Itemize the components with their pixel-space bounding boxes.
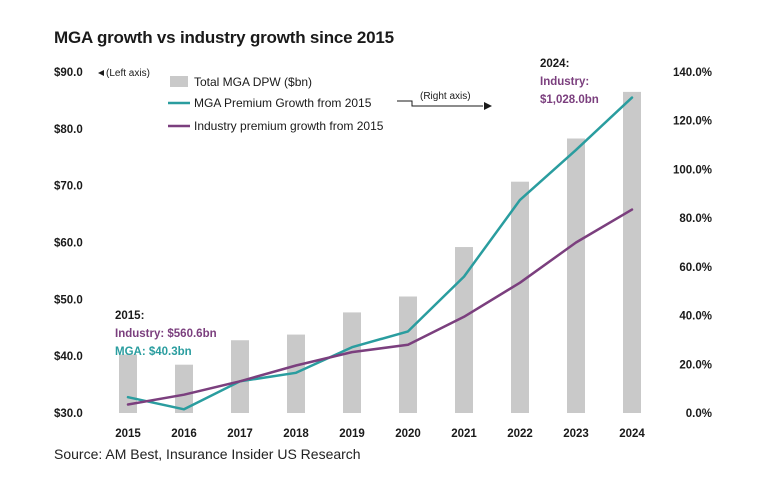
left-axis-note: (Left axis): [106, 68, 150, 79]
annotation-2015-industry: Industry: $560.6bn: [115, 328, 217, 340]
source-note: Source: AM Best, Insurance Insider US Re…: [54, 446, 361, 462]
left-tick-label: $60.0: [54, 238, 83, 250]
x-tick-label: 2021: [451, 428, 477, 440]
x-tick-label: 2016: [171, 428, 197, 440]
x-tick-label: 2018: [283, 428, 309, 440]
bar-2021: [455, 247, 473, 413]
left-tick-label: $70.0: [54, 181, 83, 193]
bar-2019: [343, 312, 361, 413]
right-tick-label: 100.0%: [673, 164, 712, 176]
right-axis-arrow-icon: [484, 102, 492, 110]
right-tick-label: 0.0%: [686, 408, 712, 420]
right-tick-label: 140.0%: [673, 67, 712, 79]
x-tick-label: 2022: [507, 428, 533, 440]
right-tick-label: 60.0%: [679, 262, 712, 274]
bar-2020: [399, 296, 417, 413]
x-tick-label: 2023: [563, 428, 589, 440]
left-tick-label: $50.0: [54, 294, 83, 306]
x-tick-label: 2019: [339, 428, 365, 440]
left-tick-label: $90.0: [54, 67, 83, 79]
left-tick-label: $30.0: [54, 408, 83, 420]
annotation-2015-year: 2015:: [115, 310, 144, 322]
bar-2016: [175, 364, 193, 413]
x-tick-label: 2015: [115, 428, 141, 440]
legend-label-industry: Industry premium growth from 2015: [194, 119, 384, 133]
x-tick-label: 2024: [619, 428, 645, 440]
right-tick-label: 40.0%: [679, 311, 712, 323]
right-tick-label: 120.0%: [673, 116, 712, 128]
bar-2022: [511, 181, 529, 413]
right-axis-note: (Right axis): [420, 91, 471, 102]
line-industry-growth: [126, 208, 634, 406]
right-tick-label: 80.0%: [679, 213, 712, 225]
x-tick-label: 2017: [227, 428, 253, 440]
legend-label-bars: Total MGA DPW ($bn): [194, 75, 312, 89]
annotation-2024-year: 2024:: [540, 58, 569, 70]
x-tick-label: 2020: [395, 428, 421, 440]
left-tick-label: $80.0: [54, 124, 83, 136]
right-axis-connector: [397, 100, 483, 107]
bar-2017: [231, 340, 249, 413]
right-tick-label: 20.0%: [679, 359, 712, 371]
line-mga-growth: [126, 96, 634, 411]
left-tick-label: $40.0: [54, 351, 83, 363]
left-axis-arrow-icon: [98, 70, 104, 76]
legend-label-mga: MGA Premium Growth from 2015: [194, 96, 372, 110]
bar-2023: [567, 138, 585, 413]
chart-title: MGA growth vs industry growth since 2015: [54, 28, 394, 47]
annotation-2024-industry-value: $1,028.0bn: [540, 94, 599, 106]
legend-swatch-bars: [170, 76, 188, 87]
annotation-2024-industry-label: Industry:: [540, 76, 589, 88]
annotation-2015-mga: MGA: $40.3bn: [115, 346, 192, 358]
bar-2024: [623, 91, 641, 414]
